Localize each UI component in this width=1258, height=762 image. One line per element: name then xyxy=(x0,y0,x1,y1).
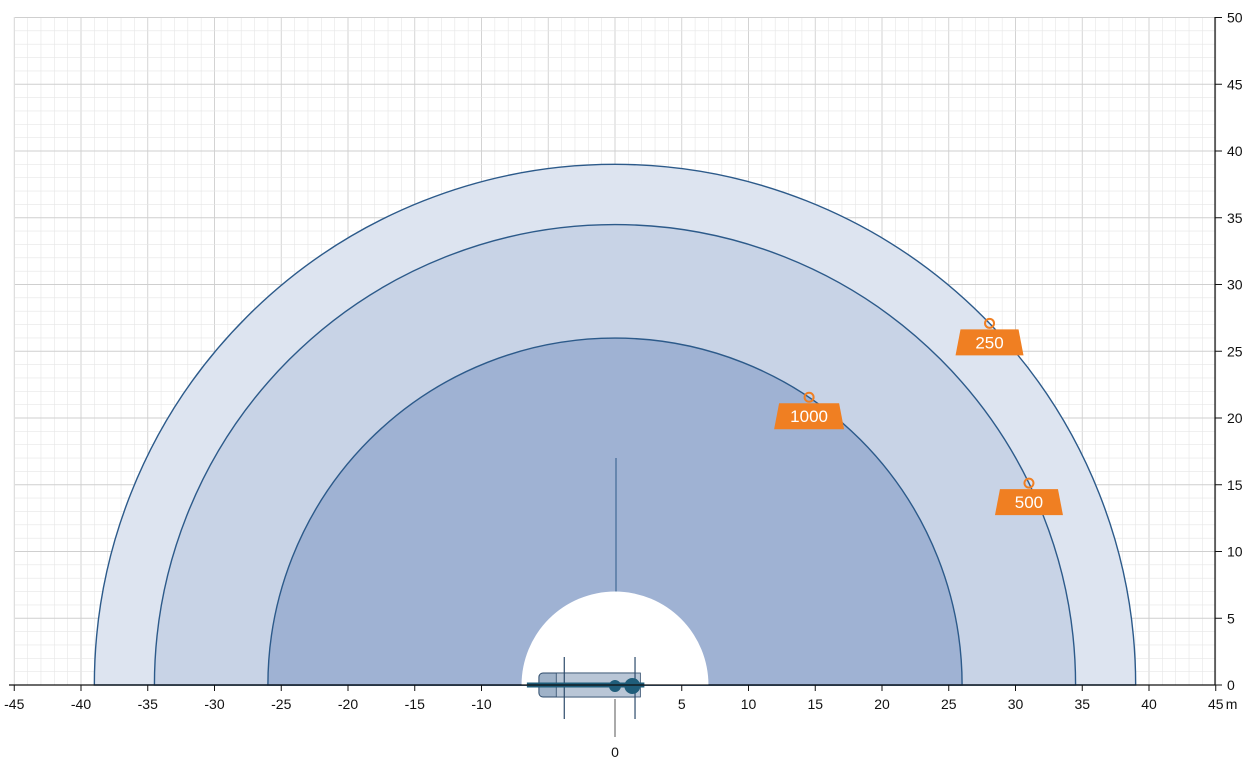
exclusion-zone xyxy=(521,591,709,685)
x-tick-label: 5 xyxy=(678,696,686,712)
x-tick-label: 40 xyxy=(1141,696,1157,712)
y-tick-label: 30 xyxy=(1227,277,1243,293)
crane-icon xyxy=(526,657,645,737)
x-axis-unit: m xyxy=(1226,696,1238,712)
load-label-250: 250 xyxy=(955,317,1024,356)
x-zero-label: 0 xyxy=(611,744,619,760)
x-tick-label: -20 xyxy=(338,696,358,712)
y-tick-label: 40 xyxy=(1227,143,1243,159)
load-label-1000: 1000 xyxy=(774,391,845,430)
x-tick-label: -35 xyxy=(138,696,158,712)
x-tick-label: 30 xyxy=(1008,696,1024,712)
crane-turret xyxy=(609,680,621,692)
load-label-500: 500 xyxy=(994,477,1063,516)
y-tick-label: 50 xyxy=(1227,10,1243,26)
x-tick-label: 35 xyxy=(1074,696,1090,712)
x-tick-label: -15 xyxy=(405,696,425,712)
load-weight-icon xyxy=(955,329,1024,356)
axes: -45 -40 -35 -30 -25 -20 -15 -10 5 10 15 20 25 30 35 40 4… xyxy=(4,10,1243,761)
y-tick-label: 15 xyxy=(1227,477,1243,493)
load-label-text: 250 xyxy=(975,333,1003,352)
crane-counterweight xyxy=(624,678,641,694)
load-range-bands xyxy=(93,163,1137,685)
y-tick-label: 35 xyxy=(1227,210,1243,226)
load-weight-icon xyxy=(774,403,845,430)
x-tick-label: 15 xyxy=(807,696,823,712)
x-tick-label: 20 xyxy=(874,696,890,712)
load-hook-icon xyxy=(984,317,996,329)
x-tick-label: 25 xyxy=(941,696,957,712)
load-hook-icon xyxy=(803,391,815,403)
y-tick-label: 0 xyxy=(1227,677,1235,693)
x-tick-label: 45 xyxy=(1208,696,1224,712)
y-tick-label: 45 xyxy=(1227,76,1243,92)
x-tick-label: -30 xyxy=(204,696,224,712)
x-tick-label: -45 xyxy=(4,696,24,712)
load-hook-icon xyxy=(1023,477,1035,489)
x-tick-label: -25 xyxy=(271,696,291,712)
x-tick-label: -10 xyxy=(471,696,491,712)
load-label-text: 500 xyxy=(1015,493,1043,512)
load-labels: 250 500 1000 xyxy=(774,317,1063,516)
x-tick-label: 10 xyxy=(741,696,757,712)
y-tick-label: 20 xyxy=(1227,410,1243,426)
load-label-text: 1000 xyxy=(790,407,828,426)
y-tick-label: 25 xyxy=(1227,343,1243,359)
y-tick-label: 5 xyxy=(1227,610,1235,626)
x-tick-label: -40 xyxy=(71,696,91,712)
y-tick-label: 10 xyxy=(1227,544,1243,560)
load-weight-icon xyxy=(994,489,1063,516)
